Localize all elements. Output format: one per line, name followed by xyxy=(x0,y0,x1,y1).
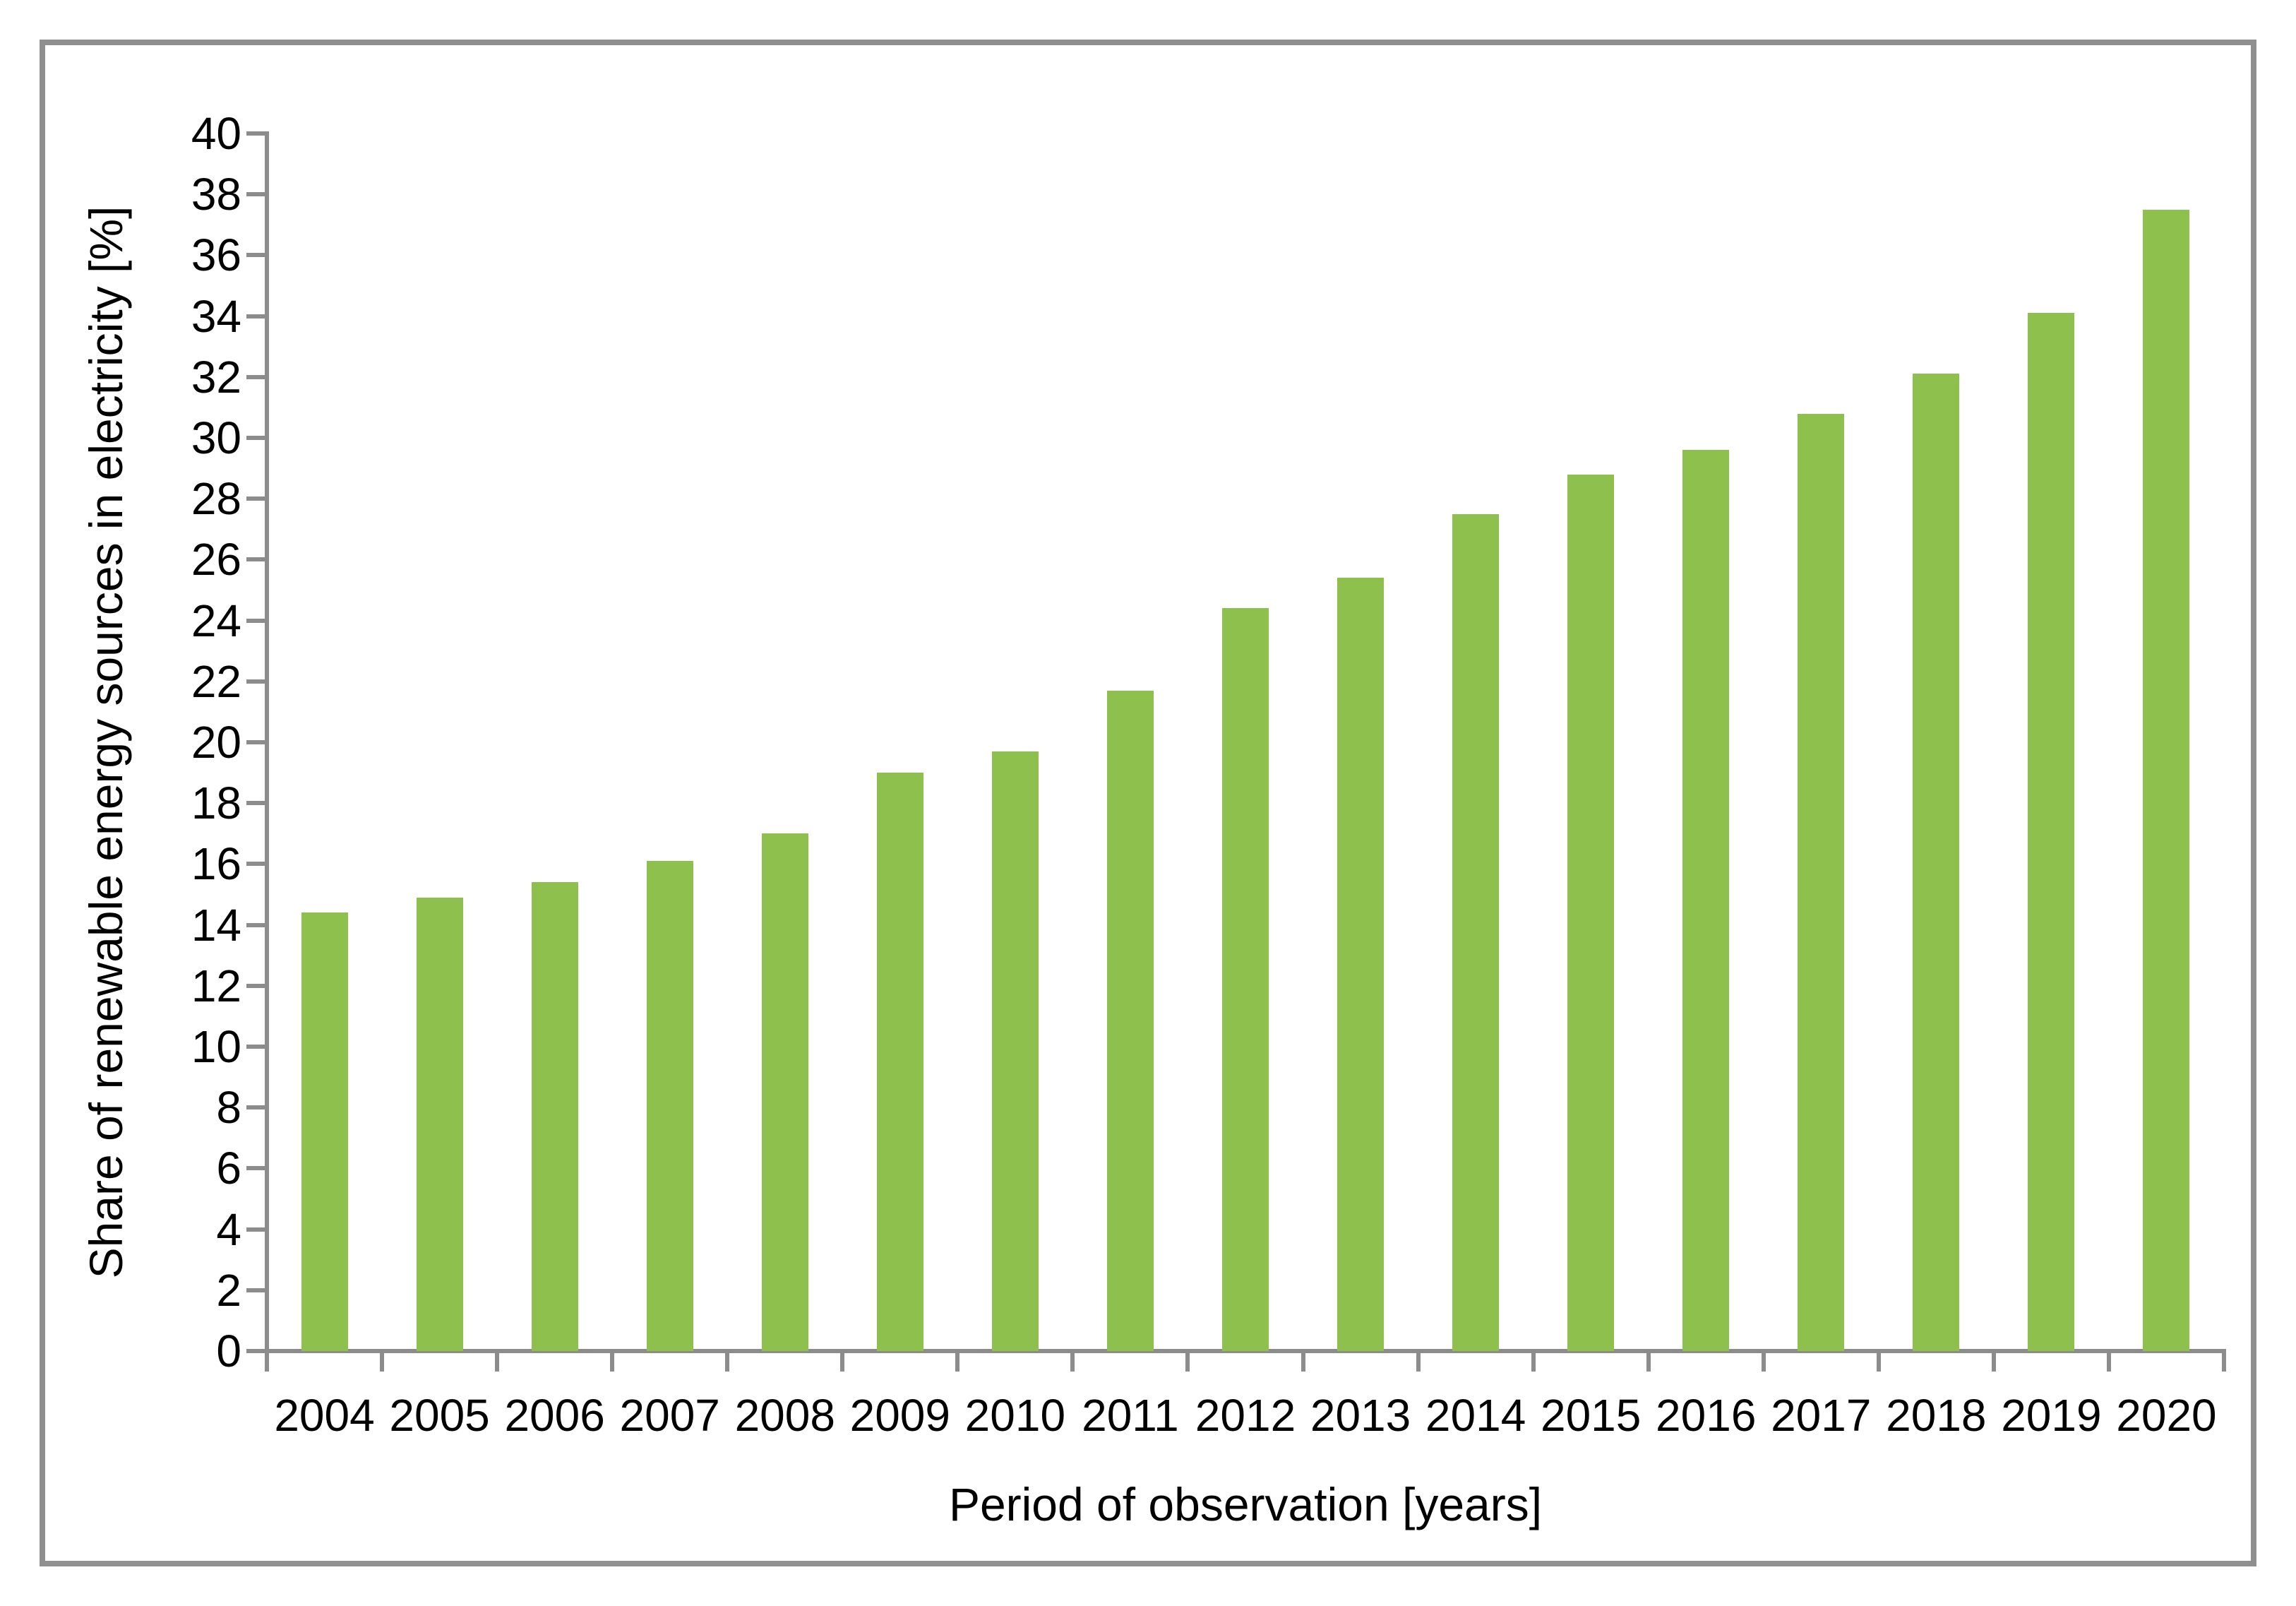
bar-2019 xyxy=(2028,313,2075,1351)
y-tick-24 xyxy=(246,618,265,623)
y-axis-line xyxy=(265,131,269,1355)
y-tick-label-6: 6 xyxy=(216,1143,241,1194)
x-tick-15 xyxy=(1991,1353,1996,1372)
x-tick-10 xyxy=(1416,1353,1421,1372)
bar-2004 xyxy=(301,912,348,1351)
x-axis-line xyxy=(265,1349,2226,1353)
x-tick-label-2015: 2015 xyxy=(1540,1390,1642,1441)
bar-2005 xyxy=(416,897,463,1351)
bar-2020 xyxy=(2143,209,2190,1351)
x-tick-6 xyxy=(955,1353,960,1372)
x-tick-label-2011: 2011 xyxy=(1082,1390,1179,1441)
x-tick-label-2010: 2010 xyxy=(964,1390,1066,1441)
bar-2013 xyxy=(1337,578,1385,1351)
y-tick-label-10: 10 xyxy=(191,1021,241,1072)
y-tick-label-0: 0 xyxy=(216,1326,241,1376)
y-tick-0 xyxy=(246,1349,265,1353)
y-tick-32 xyxy=(246,374,265,379)
y-tick-22 xyxy=(246,679,265,684)
y-tick-label-34: 34 xyxy=(191,290,241,342)
x-tick-2 xyxy=(495,1353,500,1372)
x-tick-label-2017: 2017 xyxy=(1771,1390,1872,1441)
x-tick-label-2019: 2019 xyxy=(2001,1390,2102,1441)
y-tick-14 xyxy=(246,922,265,927)
x-tick-1 xyxy=(380,1353,385,1372)
y-tick-40 xyxy=(246,131,265,136)
x-tick-5 xyxy=(840,1353,845,1372)
bar-2016 xyxy=(1682,450,1730,1351)
x-tick-label-2020: 2020 xyxy=(2116,1390,2217,1441)
y-tick-label-20: 20 xyxy=(191,717,241,768)
bar-2006 xyxy=(531,882,578,1351)
bar-2014 xyxy=(1452,513,1500,1351)
y-tick-label-16: 16 xyxy=(191,838,241,890)
y-tick-8 xyxy=(246,1105,265,1110)
bar-2009 xyxy=(876,773,923,1351)
y-tick-label-18: 18 xyxy=(191,778,241,829)
bar-2018 xyxy=(1913,374,1960,1351)
x-axis-title: Period of observation [years] xyxy=(948,1478,1543,1530)
x-tick-label-2016: 2016 xyxy=(1656,1390,1757,1441)
y-tick-26 xyxy=(246,557,265,562)
y-tick-2 xyxy=(246,1287,265,1292)
y-tick-30 xyxy=(246,436,265,440)
x-tick-label-2014: 2014 xyxy=(1425,1390,1526,1441)
x-tick-label-2013: 2013 xyxy=(1310,1390,1411,1441)
y-tick-label-14: 14 xyxy=(191,899,241,951)
y-tick-label-30: 30 xyxy=(191,412,241,463)
x-tick-4 xyxy=(725,1353,730,1372)
x-tick-label-2004: 2004 xyxy=(274,1390,375,1441)
y-tick-label-8: 8 xyxy=(216,1082,241,1134)
x-tick-3 xyxy=(610,1353,615,1372)
y-tick-38 xyxy=(246,192,265,197)
y-tick-label-38: 38 xyxy=(191,169,241,220)
x-tick-label-2018: 2018 xyxy=(1886,1390,1987,1441)
x-tick-label-2007: 2007 xyxy=(619,1390,720,1441)
bar-2012 xyxy=(1222,608,1269,1351)
bar-2008 xyxy=(761,833,808,1351)
x-tick-9 xyxy=(1301,1353,1305,1372)
y-tick-label-22: 22 xyxy=(191,655,241,707)
bar-2015 xyxy=(1567,474,1615,1351)
y-tick-36 xyxy=(246,253,265,258)
y-tick-28 xyxy=(246,496,265,501)
y-tick-16 xyxy=(246,862,265,867)
x-tick-label-2006: 2006 xyxy=(504,1390,605,1441)
y-tick-10 xyxy=(246,1045,265,1049)
bar-2011 xyxy=(1106,690,1154,1351)
y-tick-6 xyxy=(246,1166,265,1171)
x-tick-17 xyxy=(2222,1353,2226,1372)
x-tick-label-2012: 2012 xyxy=(1195,1390,1296,1441)
y-tick-4 xyxy=(246,1227,265,1232)
y-tick-label-2: 2 xyxy=(216,1264,241,1316)
x-tick-11 xyxy=(1531,1353,1536,1372)
y-tick-label-26: 26 xyxy=(191,534,241,585)
y-tick-label-12: 12 xyxy=(191,960,241,1011)
y-tick-label-4: 4 xyxy=(216,1203,241,1255)
y-tick-label-36: 36 xyxy=(191,230,241,281)
x-tick-14 xyxy=(1876,1353,1881,1372)
y-tick-12 xyxy=(246,983,265,988)
y-tick-20 xyxy=(246,740,265,744)
y-tick-label-40: 40 xyxy=(191,108,241,159)
x-tick-12 xyxy=(1646,1353,1651,1372)
x-tick-13 xyxy=(1761,1353,1766,1372)
x-tick-label-2009: 2009 xyxy=(849,1390,950,1441)
bar-2017 xyxy=(1798,413,1845,1351)
y-tick-label-32: 32 xyxy=(191,351,241,403)
x-tick-0 xyxy=(265,1353,269,1372)
x-tick-7 xyxy=(1070,1353,1075,1372)
x-tick-8 xyxy=(1185,1353,1190,1372)
bar-2007 xyxy=(646,861,693,1351)
y-tick-18 xyxy=(246,801,265,806)
y-tick-label-24: 24 xyxy=(191,595,241,646)
x-tick-16 xyxy=(2106,1353,2111,1372)
x-tick-label-2005: 2005 xyxy=(389,1390,490,1441)
y-tick-label-28: 28 xyxy=(191,473,241,525)
y-tick-34 xyxy=(246,314,265,319)
bar-2010 xyxy=(991,751,1039,1351)
x-tick-label-2008: 2008 xyxy=(734,1390,835,1441)
